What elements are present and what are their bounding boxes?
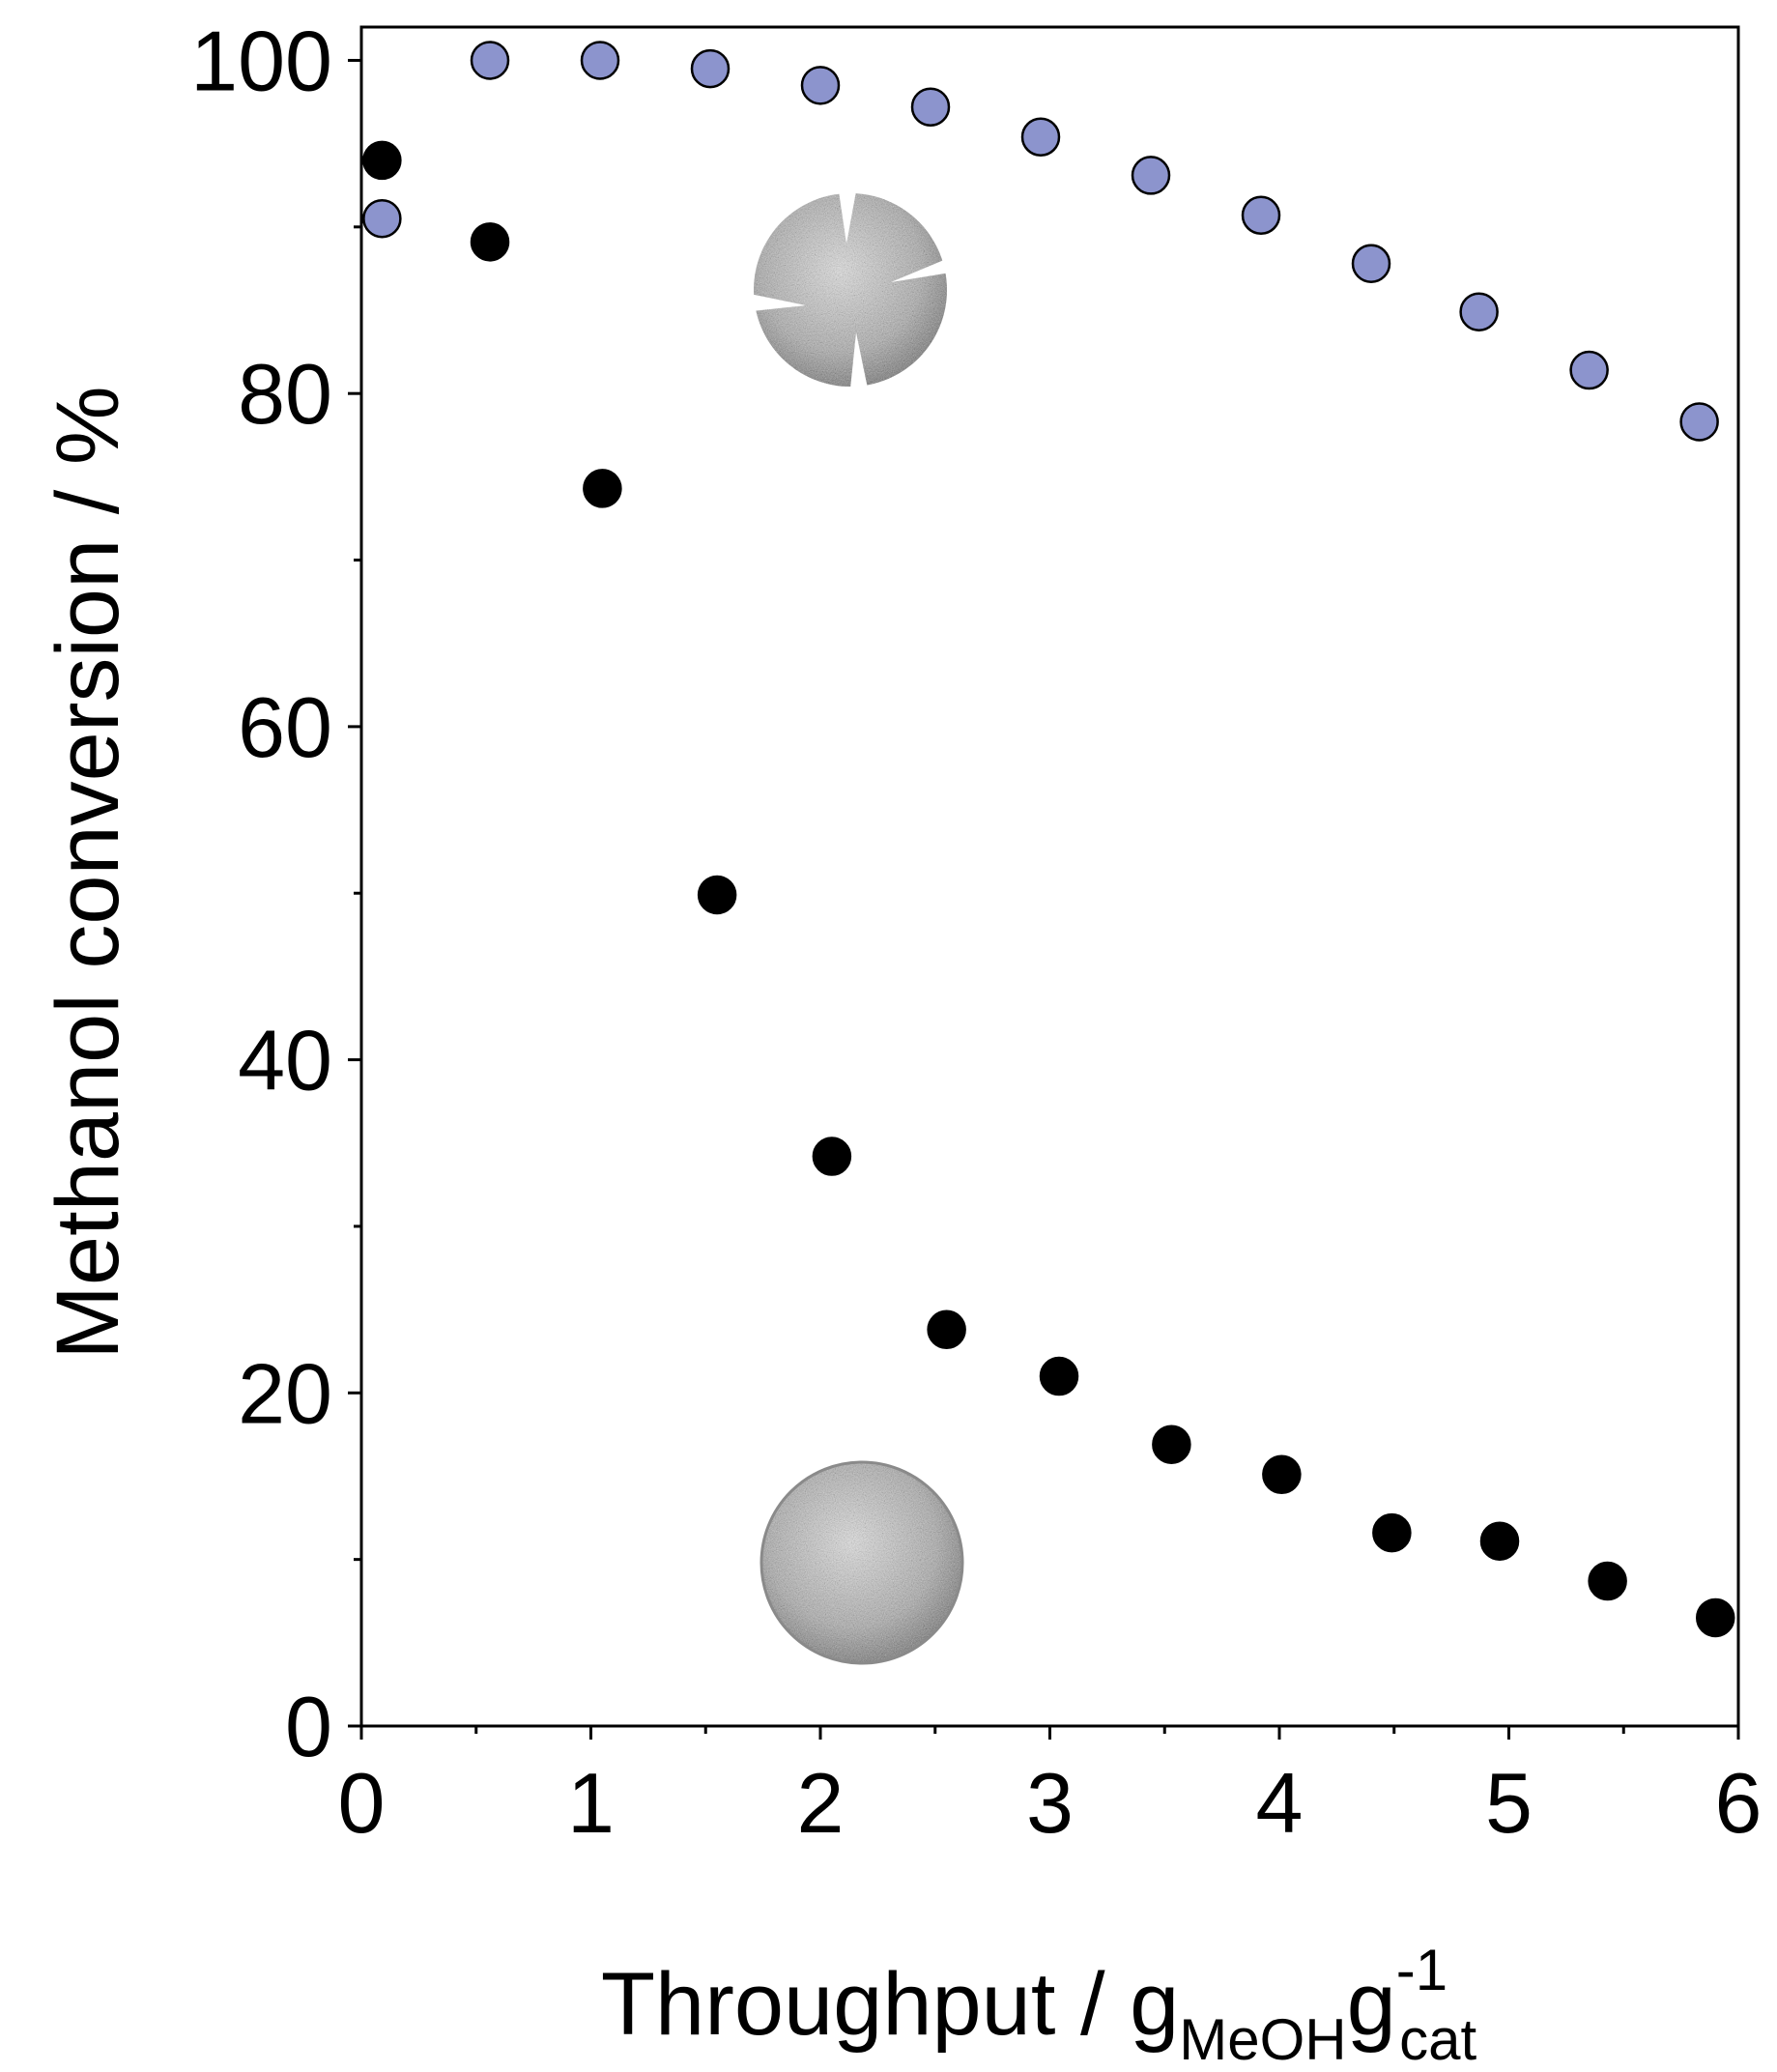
y-tick-label: 20 xyxy=(238,1345,332,1441)
y-tick-labels: 0 20 40 60 80 100 xyxy=(190,13,332,1774)
data-point xyxy=(583,469,622,508)
data-points xyxy=(362,41,1735,1638)
data-point xyxy=(1020,117,1061,158)
cracked-pellet-image xyxy=(750,191,951,388)
data-point xyxy=(1039,1356,1079,1396)
data-point xyxy=(1679,402,1719,442)
data-point xyxy=(812,1137,852,1176)
data-point xyxy=(470,222,510,262)
data-point xyxy=(1372,1512,1412,1553)
data-point xyxy=(910,87,951,127)
x-axis-title-g: g xyxy=(1347,1955,1396,2054)
axis-ticks xyxy=(348,58,1740,1740)
x-axis-title-main: Throughput / g xyxy=(601,1955,1179,2054)
y-tick-label: 60 xyxy=(238,679,332,775)
series-0 xyxy=(362,41,1719,442)
data-point xyxy=(362,198,402,239)
x-tick-label: 5 xyxy=(1485,1755,1533,1851)
data-point xyxy=(1479,1521,1520,1561)
data-point xyxy=(1588,1561,1627,1601)
data-point xyxy=(1459,292,1499,331)
data-point xyxy=(697,875,737,915)
data-point xyxy=(690,48,731,89)
x-tick-label: 6 xyxy=(1715,1755,1763,1851)
data-point xyxy=(470,41,510,80)
data-point xyxy=(1351,244,1391,283)
x-axis-title-sub-cat: cat xyxy=(1399,2007,1476,2072)
intact-pellet-image xyxy=(760,1460,964,1665)
plot-frame xyxy=(359,25,1740,1728)
x-axis-title-sub-meoh: MeOH xyxy=(1179,2007,1346,2072)
data-point xyxy=(1152,1424,1191,1464)
x-tick-label: 3 xyxy=(1026,1755,1074,1851)
y-axis-title: Methanol conversion / % xyxy=(39,386,137,1359)
x-tick-label: 1 xyxy=(567,1755,615,1851)
y-tick-label: 80 xyxy=(238,346,332,442)
data-point xyxy=(800,66,841,105)
data-point xyxy=(1241,195,1281,236)
data-point xyxy=(1262,1454,1302,1494)
x-axis-title-sup: -1 xyxy=(1396,1938,1447,2002)
x-tick-label: 2 xyxy=(797,1755,845,1851)
x-tick-label: 4 xyxy=(1256,1755,1304,1851)
series-1 xyxy=(362,140,1735,1638)
data-point xyxy=(1569,350,1609,390)
y-tick-label: 100 xyxy=(190,13,332,108)
y-tick-label: 0 xyxy=(285,1679,332,1774)
x-tick-label: 0 xyxy=(338,1755,386,1851)
y-tick-label: 40 xyxy=(238,1013,332,1108)
data-point xyxy=(362,140,402,181)
data-point xyxy=(1131,156,1171,195)
data-point xyxy=(927,1309,966,1350)
x-axis-title: Throughput / gMeOHg-1 cat xyxy=(601,1938,1477,2072)
data-point xyxy=(1696,1597,1735,1638)
data-point xyxy=(580,41,620,80)
x-tick-labels: 0 1 2 3 4 5 6 xyxy=(338,1755,1763,1851)
